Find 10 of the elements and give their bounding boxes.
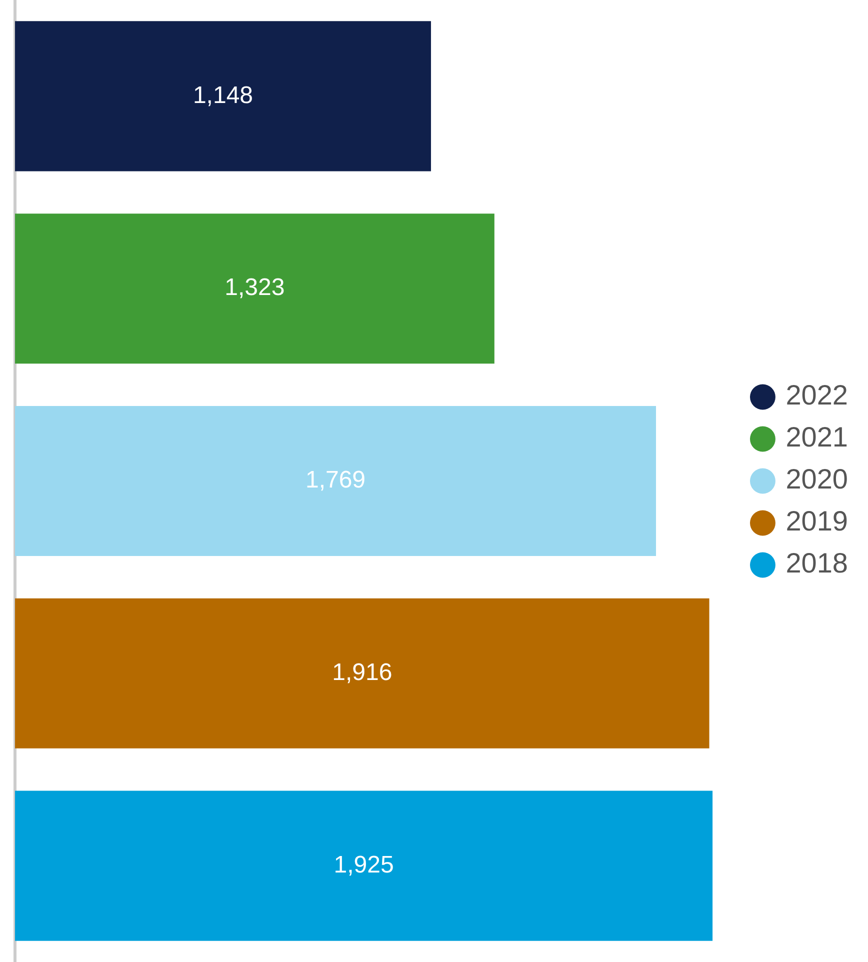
data-label: 1,925	[334, 851, 394, 878]
data-label: 1,769	[305, 466, 366, 494]
legend-label: 2022	[786, 380, 848, 411]
legend-label: 2018	[786, 548, 848, 579]
data-label: 1,323	[224, 274, 285, 302]
data-label: 1,916	[332, 659, 392, 686]
legend-label: 2020	[786, 464, 848, 495]
legend-label: 2019	[786, 506, 848, 537]
data-label: 1,148	[192, 82, 254, 109]
legend-label: 2021	[786, 422, 848, 453]
